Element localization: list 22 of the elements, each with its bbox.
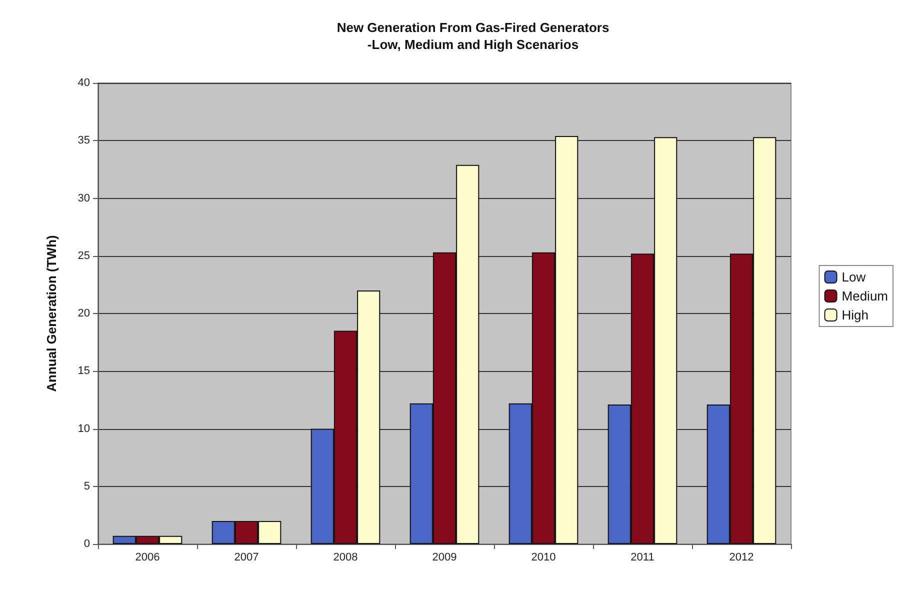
y-tick-label: 25	[78, 250, 90, 262]
y-tick-label: 40	[78, 77, 90, 89]
x-tick-label: 2008	[333, 552, 358, 564]
legend-label: High	[842, 308, 869, 322]
x-tick-label: 2006	[135, 552, 160, 564]
y-tick-label: 35	[78, 134, 90, 147]
y-tick-label: 0	[84, 538, 90, 550]
x-tick-label: 2010	[531, 552, 556, 564]
legend-label: Low	[842, 270, 866, 284]
y-tick-label: 30	[78, 192, 90, 204]
y-tick-label: 20	[78, 308, 90, 320]
x-tick-label: 2011	[630, 552, 654, 564]
legend-label: Medium	[842, 288, 888, 304]
x-tick-label: 2009	[432, 552, 457, 564]
x-tick-label: 2007	[234, 552, 259, 564]
x-tick-label: 2012	[729, 552, 754, 564]
y-axis-title: Annual Generation (TWh)	[44, 235, 59, 392]
y-tick-label: 10	[78, 422, 90, 435]
y-tick-label: 15	[78, 365, 90, 378]
y-tick-label: 5	[84, 480, 90, 492]
chart-subtitle: -Low, Medium and High Scenarios	[367, 37, 579, 52]
chart-title: New Generation From Gas-Fired Generators	[336, 20, 610, 35]
